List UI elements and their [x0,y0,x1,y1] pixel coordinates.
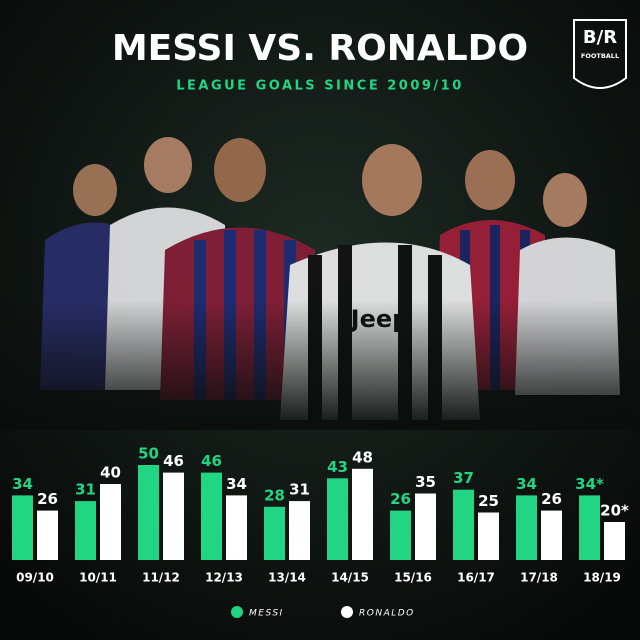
value-label: 46 [163,452,184,470]
value-label: 28 [264,486,285,504]
bar [541,510,562,560]
value-label: 35 [415,473,436,491]
x-tick-label: 10/11 [79,571,117,585]
bar [163,472,184,560]
value-label: 34 [226,475,247,493]
value-label: 31 [75,481,96,499]
bar [327,478,348,560]
value-label: 34 [516,475,537,493]
value-label: 25 [478,492,499,510]
x-tick-label: 18/19 [583,571,621,585]
value-label: 26 [37,490,58,508]
legend-label: RONALDO [359,609,415,619]
legend-label: MESSI [249,609,284,619]
value-label: 37 [453,469,474,487]
bar [516,495,537,560]
bar [352,468,373,560]
x-tick-label: 12/13 [205,571,243,585]
bar [289,501,310,560]
x-tick-label: 15/16 [394,571,432,585]
brand-logo: B/R FOOTBALL [573,19,627,89]
bar [478,512,499,560]
value-label: 46 [201,452,222,470]
brand-text: B/R [583,27,617,48]
bar [37,510,58,560]
value-label: 26 [541,490,562,508]
x-tick-label: 14/15 [331,571,369,585]
bar [138,465,159,560]
bar [264,506,285,560]
bar [100,484,121,560]
x-tick-label: 09/10 [16,571,54,585]
player-photos: Jeep [0,137,640,430]
chart-subtitle: LEAGUE GOALS SINCE 2009/10 [176,79,464,94]
bar [579,495,600,560]
chart-title: MESSI VS. RONALDO [112,28,528,69]
x-tick-label: 13/14 [268,571,306,585]
bar [75,501,96,560]
bar [604,522,625,560]
value-label: 43 [327,458,348,476]
value-label: 26 [390,490,411,508]
x-tick-label: 16/17 [457,571,495,585]
value-label: 50 [138,445,159,463]
bar [415,493,436,560]
x-tick-label: 17/18 [520,571,558,585]
value-label: 48 [352,448,373,466]
brand-subtext: FOOTBALL [581,52,619,60]
value-label: 34* [575,475,604,493]
bar [390,510,411,560]
bar [201,472,222,560]
value-label: 31 [289,481,310,499]
bar [453,489,474,560]
value-label: 34 [12,475,33,493]
bar [12,495,33,560]
value-label: 20* [600,502,629,520]
legend-marker [341,606,353,618]
bar [226,495,247,560]
legend-marker [231,606,243,618]
value-label: 40 [100,464,121,482]
x-tick-label: 11/12 [142,571,180,585]
